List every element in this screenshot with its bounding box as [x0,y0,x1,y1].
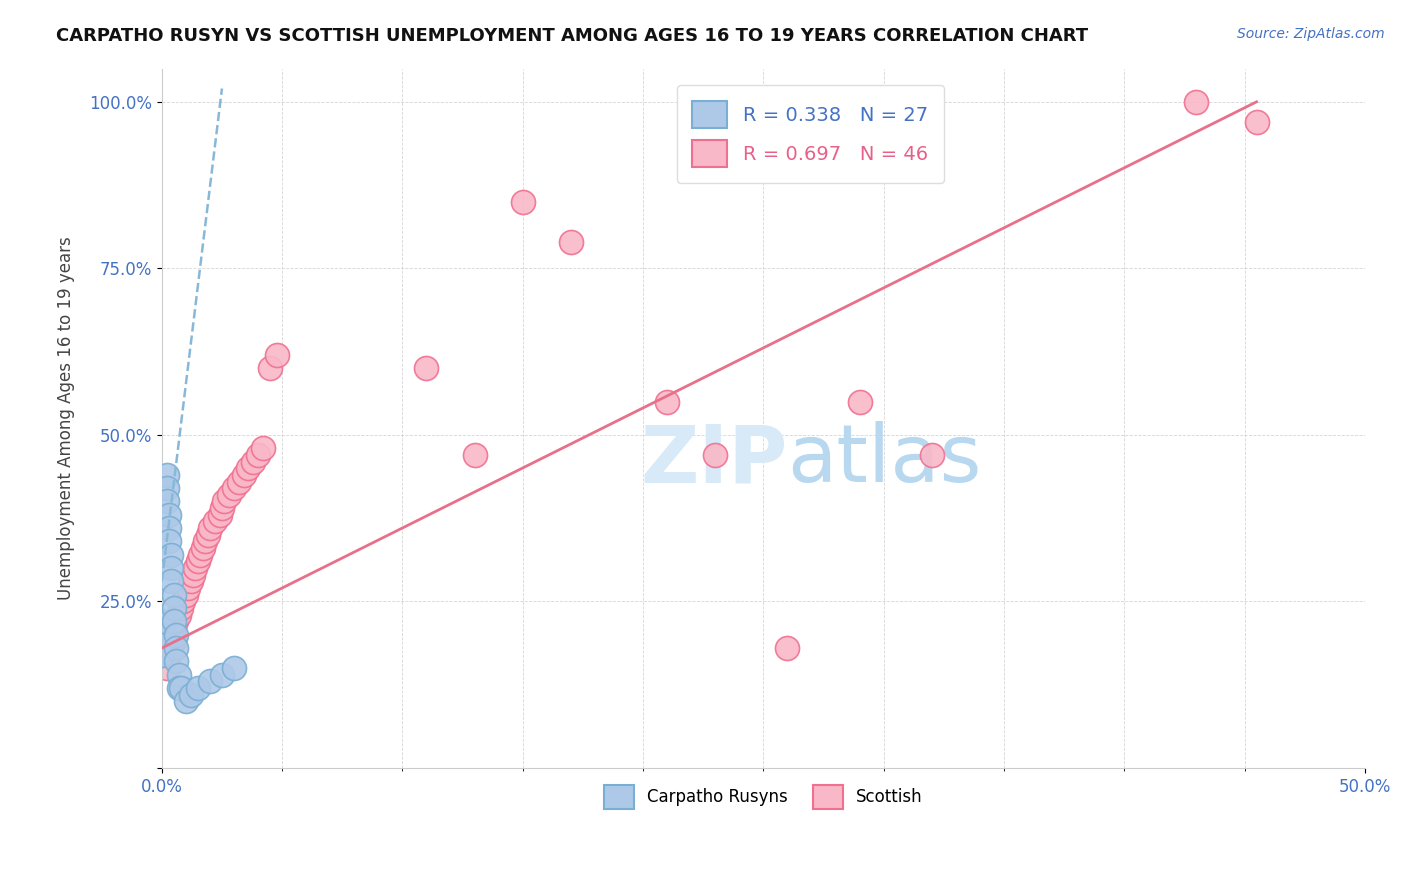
Point [198,521,221,535]
Point [150,648,173,662]
Point [187,554,209,568]
Point [266,348,288,362]
Point [218,488,240,502]
Point [242,454,264,468]
Point [464,448,486,462]
Point [222,661,245,675]
Point [204,515,226,529]
Point [157,534,180,549]
Point [170,681,193,695]
Text: Source: ZipAtlas.com: Source: ZipAtlas.com [1237,27,1385,41]
Point [181,567,204,582]
Point [194,534,217,549]
Point [848,394,870,409]
Point [188,548,211,562]
Point [167,681,190,695]
Point [150,615,173,629]
Point [228,475,250,489]
Point [165,628,187,642]
Point [184,561,207,575]
Point [167,667,190,681]
Point [155,494,177,508]
Point [197,528,219,542]
Point [259,361,281,376]
Point [163,615,186,629]
Point [160,561,183,575]
Point [214,494,236,508]
Point [191,541,214,555]
Point [165,654,187,668]
Point [170,601,193,615]
Point [163,588,186,602]
Point [165,641,187,656]
Point [655,394,678,409]
Point [704,448,727,462]
Point [198,674,221,689]
Text: atlas: atlas [787,421,981,500]
Point [155,481,177,495]
Point [512,194,534,209]
Y-axis label: Unemployment Among Ages 16 to 19 years: Unemployment Among Ages 16 to 19 years [58,236,75,600]
Point [172,594,194,608]
Point [163,634,186,648]
Point [177,581,200,595]
Point [163,601,186,615]
Point [222,481,245,495]
Point [1246,115,1268,129]
Text: CARPATHO RUSYN VS SCOTTISH UNEMPLOYMENT AMONG AGES 16 TO 19 YEARS CORRELATION CH: CARPATHO RUSYN VS SCOTTISH UNEMPLOYMENT … [56,27,1088,45]
Point [187,681,209,695]
Point [163,621,186,635]
Point [150,648,173,662]
Point [211,667,233,681]
Point [167,607,190,622]
Point [174,694,197,708]
Point [211,501,233,516]
Point [776,641,799,656]
Point [157,648,180,662]
Point [560,235,582,249]
Point [208,508,231,522]
Point [155,467,177,482]
Point [921,448,943,462]
Point [238,461,260,475]
Point [160,574,183,589]
Point [157,521,180,535]
Point [150,628,173,642]
Text: ZIP: ZIP [640,421,787,500]
Point [180,574,202,589]
Point [157,508,180,522]
Point [165,615,187,629]
Point [232,467,254,482]
Point [1185,95,1208,109]
Point [252,441,274,455]
Point [174,588,197,602]
Point [155,661,177,675]
Legend: Carpatho Rusyns, Scottish: Carpatho Rusyns, Scottish [598,779,929,815]
Point [415,361,437,376]
Point [247,448,270,462]
Point [160,548,183,562]
Point [160,641,183,656]
Point [180,688,202,702]
